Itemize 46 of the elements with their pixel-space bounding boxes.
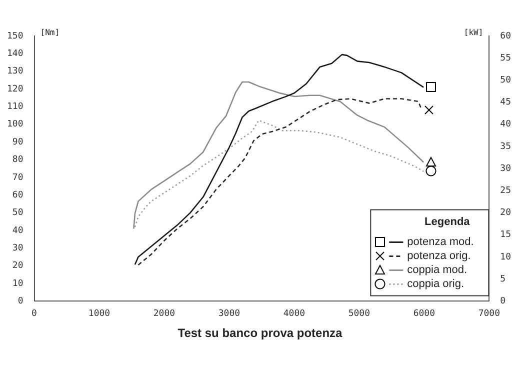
line-series xyxy=(134,120,424,228)
y-tick-label: 40 xyxy=(12,226,24,236)
y2-tick-label: 15 xyxy=(500,230,512,240)
x-tick-label: 3000 xyxy=(218,308,240,319)
y2-tick-label: 50 xyxy=(500,76,512,86)
y-tick-label: 80 xyxy=(12,155,24,166)
y-tick-label: 140 xyxy=(6,49,24,60)
x-tick-label: 5000 xyxy=(348,308,370,319)
x-tick-label: 4000 xyxy=(283,308,306,319)
y-tick-label: 50 xyxy=(12,208,24,218)
legend-label: potenza orig. xyxy=(407,250,471,262)
legend-label: potenza mod. xyxy=(407,236,474,248)
y2-axis-title: [kW] xyxy=(464,28,484,38)
y-tick-label: 70 xyxy=(12,172,24,183)
y-tick-label: 90 xyxy=(12,137,24,148)
y2-tick-label: 40 xyxy=(500,120,512,130)
y2-tick-label: 60 xyxy=(500,31,512,42)
y2-tick-label: 20 xyxy=(500,208,512,218)
y-axis-title: [Nm] xyxy=(40,28,60,38)
y2-tick-label: 45 xyxy=(500,98,512,108)
y-tick-label: 60 xyxy=(12,190,24,200)
y-tick-label: 10 xyxy=(12,278,24,289)
y-tick-label: 0 xyxy=(18,296,24,307)
x-tick-label: 2000 xyxy=(153,308,176,319)
legend-title: Legenda xyxy=(424,216,471,228)
y-tick-label: 100 xyxy=(6,120,24,130)
y-tick-label: 150 xyxy=(6,31,24,42)
legend-label: coppia orig. xyxy=(407,278,464,290)
legend-label: coppia mod. xyxy=(407,264,468,276)
x-tick-label: 6000 xyxy=(413,308,436,319)
y2-tick-label: 10 xyxy=(500,252,512,262)
x-tick-label: 1000 xyxy=(88,308,110,319)
y2-tick-label: 5 xyxy=(500,274,506,284)
y2-tick-label: 25 xyxy=(500,186,512,196)
text: Test su banco prova potenza xyxy=(176,326,344,340)
y2-tick-label: 0 xyxy=(500,296,506,307)
y-tick-label: 30 xyxy=(12,244,24,254)
y-tick-label: 20 xyxy=(12,261,24,272)
y2-tick-label: 30 xyxy=(500,164,512,174)
x-tick-label: 0 xyxy=(32,308,37,319)
y2-tick-label: 35 xyxy=(500,142,512,152)
y-tick-label: 130 xyxy=(6,66,24,77)
y2-tick-label: 55 xyxy=(500,53,512,64)
x-tick-label: 7000 xyxy=(478,308,500,319)
y-tick-label: 110 xyxy=(6,102,24,112)
y-tick-label: 120 xyxy=(6,84,24,94)
